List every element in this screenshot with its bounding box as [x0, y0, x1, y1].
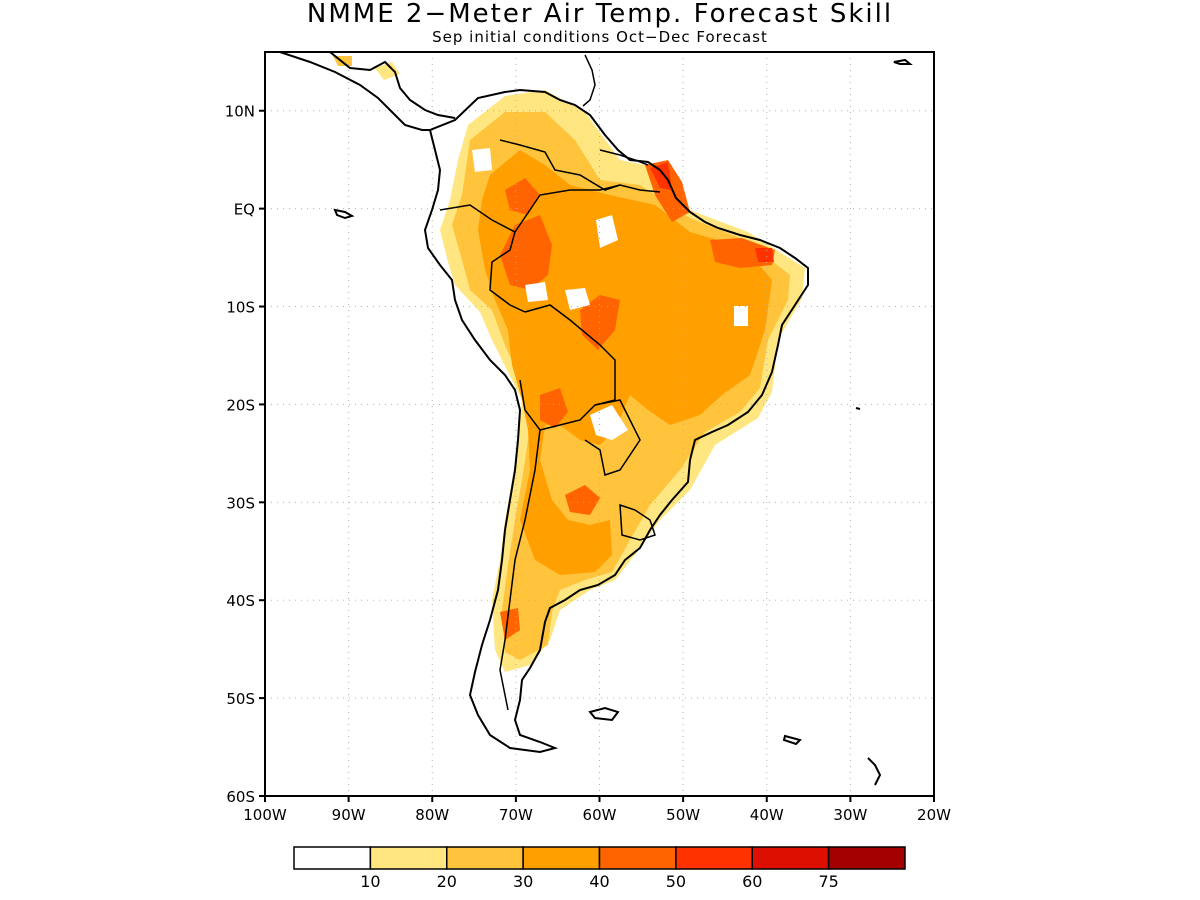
skill-hole-1: [596, 215, 618, 248]
colorbar-label: 50: [666, 872, 686, 891]
tick-label-lat: 10S: [226, 299, 255, 317]
tick-label-lon: 80W: [415, 806, 449, 824]
skill-region-40-50-north: [505, 178, 540, 215]
border-argentina-chile: [499, 429, 541, 711]
colorbar-swatch: [675, 846, 753, 870]
longitude-labels: 100W 90W 80W 70W 60W 50W 40W 30W 20W: [243, 806, 951, 824]
map-frame: [264, 51, 935, 797]
skill-region-40-50-chaco: [540, 388, 568, 428]
colorbar-swatch: [446, 846, 524, 870]
colorbar-label: 30: [513, 872, 533, 891]
skill-region-40-50-amazon: [500, 215, 552, 290]
coastline-central-america: [279, 52, 430, 131]
skill-region-30-40: [478, 150, 772, 575]
colorbar-label: 60: [742, 872, 762, 891]
skill-shading: [333, 56, 805, 672]
tick-label-lat: 40S: [226, 592, 255, 610]
tick-label-lat: 30S: [226, 494, 255, 512]
colorbar-swatch: [369, 846, 448, 870]
border-paraguay: [584, 399, 641, 476]
skill-hole-6: [472, 148, 492, 172]
colorbar: 10 20 30 40 50 60 75: [293, 846, 906, 891]
border-venezuela: [499, 139, 621, 191]
tick-label-lon: 50W: [666, 806, 700, 824]
skill-region-40-50-patagonia: [500, 608, 520, 640]
border-colombia-peru: [439, 204, 526, 313]
colorbar-label: 75: [818, 872, 838, 891]
map-subtitle: Sep initial conditions Oct−Dec Forecast: [432, 28, 768, 46]
tick-label-lon: 100W: [243, 806, 287, 824]
tick-label-lon: 40W: [750, 806, 784, 824]
skill-hole-2: [565, 288, 590, 310]
skill-hole-3: [734, 306, 748, 326]
tick-label-lon: 70W: [499, 806, 533, 824]
colorbar-swatch: [598, 846, 677, 870]
skill-region-40-50-argentina: [565, 485, 600, 515]
map-title: NMME 2−Meter Air Temp. Forecast Skill: [306, 0, 894, 29]
tick-label-lon: 90W: [332, 806, 366, 824]
border-guianas: [599, 149, 649, 166]
colorbar-label: 10: [360, 872, 380, 891]
colorbar-swatch: [522, 846, 601, 870]
coastline-south-georgia: [782, 734, 802, 746]
skill-region-50-60-northeast: [755, 248, 774, 262]
tick-label-lat: EQ: [234, 201, 255, 219]
border-brazil-west: [514, 184, 661, 233]
tick-label-lon: 60W: [583, 806, 617, 824]
coastline-south-america: [423, 88, 809, 754]
colorbar-swatch: [751, 846, 830, 870]
coastline-sandwich: [867, 757, 882, 786]
skill-hole-5: [525, 282, 548, 302]
colorbar-swatch: [293, 846, 372, 870]
tick-label-lat: 50S: [226, 690, 255, 708]
tick-label-lon: 30W: [833, 806, 867, 824]
coastline-central-america-north: [329, 52, 456, 119]
coastline-falklands: [588, 706, 620, 722]
skill-hole-4: [590, 405, 628, 440]
border-uruguay: [619, 503, 656, 541]
tick-label-lat: 60S: [226, 788, 255, 806]
coastline-caribbean: [582, 54, 596, 107]
coastline-galapagos: [333, 208, 355, 220]
skill-region-central-america-2: [375, 62, 400, 80]
colorbar-swatch: [827, 846, 906, 870]
coastline-fernando: [855, 407, 861, 410]
tick-label-lon: 20W: [917, 806, 951, 824]
skill-region-50-60-guiana: [650, 162, 672, 190]
colorbar-label: 20: [437, 872, 457, 891]
tick-label-lat: 20S: [226, 396, 255, 414]
latitude-labels: 10N EQ 10S 20S 30S 40S 50S 60S: [225, 103, 255, 806]
coastline-africa-tip: [893, 58, 913, 65]
colorbar-label: 40: [589, 872, 609, 891]
tick-label-lat: 10N: [225, 103, 255, 121]
coastlines: [279, 52, 913, 786]
